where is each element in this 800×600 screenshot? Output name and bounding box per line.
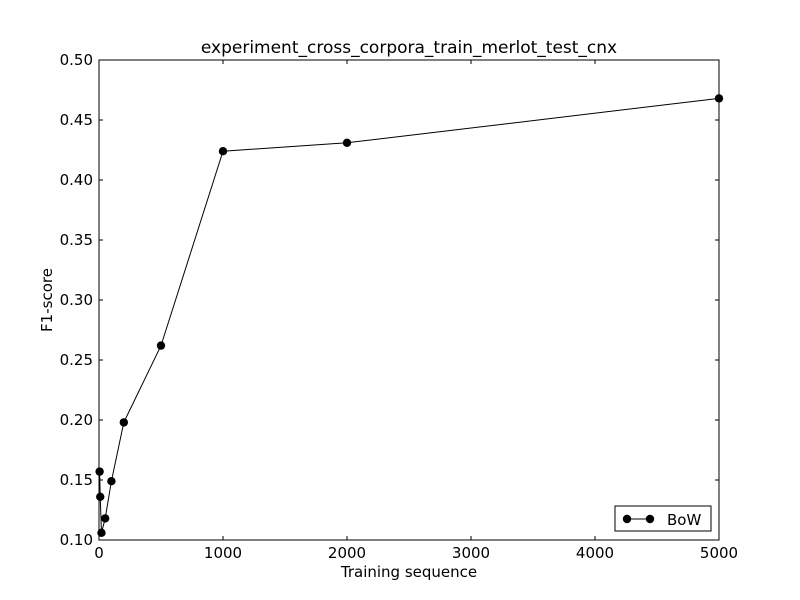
y-axis-ticks: 0.10 0.15 0.20 0.25 0.30 0.35 0.40 0.45 0.50 bbox=[60, 51, 719, 549]
x-axis-label: Training sequence bbox=[340, 563, 477, 581]
x-tick-label: 0 bbox=[94, 544, 104, 562]
data-point bbox=[97, 528, 106, 537]
legend-marker-sample bbox=[645, 514, 655, 524]
y-tick-label: 0.35 bbox=[60, 231, 93, 249]
series-layer bbox=[95, 94, 724, 537]
data-point bbox=[156, 341, 166, 350]
data-point bbox=[218, 147, 228, 156]
y-tick-label: 0.15 bbox=[60, 471, 93, 489]
x-tick-label: 5000 bbox=[700, 544, 738, 562]
data-point bbox=[714, 94, 724, 103]
x-tick-label: 4000 bbox=[576, 544, 614, 562]
x-tick-label: 3000 bbox=[452, 544, 490, 562]
y-tick-label: 0.50 bbox=[60, 51, 93, 69]
data-point bbox=[119, 418, 128, 427]
data-point bbox=[107, 477, 116, 486]
legend-marker-sample bbox=[622, 514, 632, 524]
y-tick-label: 0.25 bbox=[60, 351, 93, 369]
y-axis-label: F1-score bbox=[38, 268, 56, 332]
series-line bbox=[99, 97, 720, 533]
y-tick-label: 0.30 bbox=[60, 291, 93, 309]
data-point bbox=[95, 467, 104, 476]
data-point bbox=[96, 492, 105, 501]
data-point bbox=[342, 138, 352, 147]
x-tick-label: 2000 bbox=[328, 544, 366, 562]
y-tick-label: 0.20 bbox=[60, 411, 93, 429]
chart-title: experiment_cross_corpora_train_merlot_te… bbox=[201, 38, 617, 58]
plot-area bbox=[98, 59, 720, 541]
data-point bbox=[101, 514, 110, 523]
y-tick-label: 0.40 bbox=[60, 171, 93, 189]
y-tick-label: 0.10 bbox=[60, 531, 93, 549]
legend: BoW bbox=[614, 505, 712, 532]
y-tick-label: 0.45 bbox=[60, 111, 93, 129]
x-tick-label: 1000 bbox=[204, 544, 242, 562]
x-axis-ticks: 0 1000 2000 3000 4000 5000 bbox=[94, 60, 738, 562]
legend-label: BoW bbox=[667, 511, 701, 529]
